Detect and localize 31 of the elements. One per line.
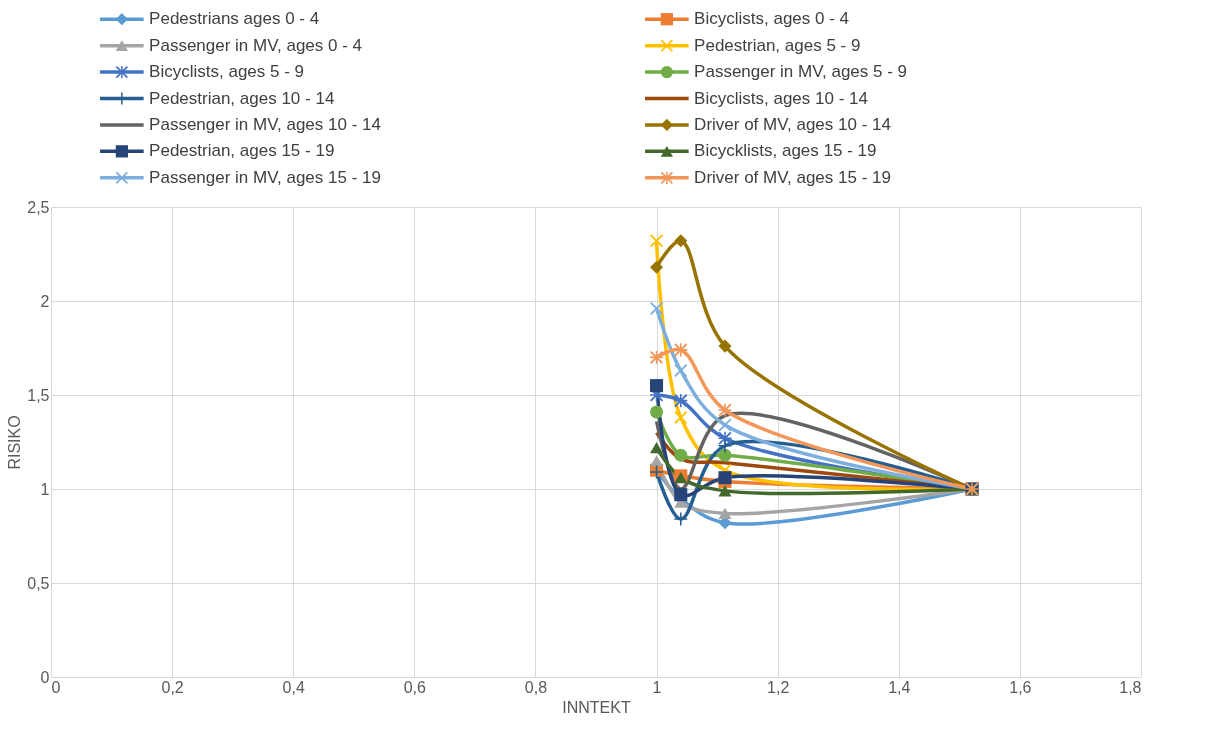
x-tick-label: 1 bbox=[652, 678, 662, 696]
x-tick-label: 0,6 bbox=[403, 678, 427, 696]
y-tick-label: 2 bbox=[40, 292, 50, 310]
x-tick-label: 0,2 bbox=[161, 678, 184, 696]
y-tick-label: 0,5 bbox=[27, 574, 50, 592]
x-tick-label: 0,4 bbox=[282, 678, 305, 696]
x-axis-title: INNTEKT bbox=[562, 698, 631, 716]
legend-label: Passenger in MV, ages 0 - 4 bbox=[149, 35, 363, 55]
x-tick-label: 1,8 bbox=[1119, 678, 1142, 696]
legend-label: Passenger in MV, ages 5 - 9 bbox=[694, 62, 908, 82]
y-tick-label: 1 bbox=[40, 480, 50, 498]
legend-label: Bicyclists, ages 10 - 14 bbox=[694, 88, 868, 108]
x-tick-label: 0,8 bbox=[524, 678, 548, 696]
legend-label: Passenger in MV, ages 15 - 19 bbox=[149, 167, 381, 187]
legend-label: Pedestrian, ages 5 - 9 bbox=[694, 35, 861, 55]
x-tick-label: 1,2 bbox=[767, 678, 790, 696]
legend-label: Bicyclists, ages 0 - 4 bbox=[694, 9, 850, 29]
y-axis-title: RISIKO bbox=[6, 415, 24, 470]
legend-label: Pedestrian, ages 10 - 14 bbox=[149, 88, 335, 108]
y-tick-label: 1,5 bbox=[27, 386, 50, 404]
legend-label: Pedestrians ages 0 - 4 bbox=[149, 9, 320, 29]
x-tick-label: 1,4 bbox=[888, 678, 911, 696]
legend-label: Pedestrian, ages 15 - 19 bbox=[149, 141, 335, 161]
x-tick-label: 0 bbox=[51, 678, 61, 696]
legend-label: Bicycklists, ages 15 - 19 bbox=[694, 141, 877, 161]
y-tick-label: 2,5 bbox=[27, 198, 50, 216]
legend-label: Driver of MV, ages 10 - 14 bbox=[694, 114, 891, 134]
legend-label: Driver of MV, ages 15 - 19 bbox=[694, 167, 891, 187]
x-tick-label: 1,6 bbox=[1009, 678, 1032, 696]
legend-label: Passenger in MV, ages 10 - 14 bbox=[149, 114, 381, 134]
legend-label: Bicyclists, ages 5 - 9 bbox=[149, 62, 305, 82]
